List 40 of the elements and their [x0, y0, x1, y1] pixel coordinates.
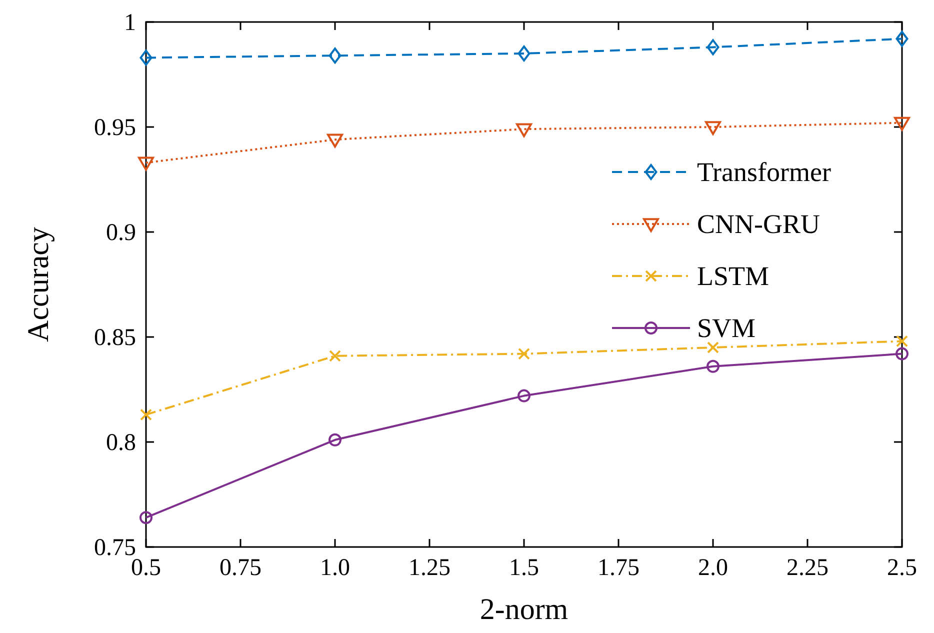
point: [329, 350, 341, 362]
point: [518, 389, 530, 402]
point: [140, 50, 152, 66]
point: [896, 30, 908, 47]
point: [140, 511, 152, 524]
x-tick-label: 1.5: [509, 555, 539, 581]
x-tick-label: 1.25: [408, 555, 450, 581]
point: [705, 121, 721, 135]
point: [518, 348, 530, 360]
point: [518, 46, 530, 62]
point: [706, 39, 720, 56]
x-axis-title: 2-norm: [480, 593, 568, 626]
x-tick-label: 2.0: [698, 555, 728, 581]
y-tick-label: 0.85: [94, 325, 136, 351]
x-tick-label: 0.75: [220, 555, 262, 581]
x-tick-label: 1.75: [598, 555, 640, 581]
legend-label: CNN-GRU: [697, 209, 820, 239]
y-tick-label: 0.9: [106, 220, 136, 246]
point: [707, 342, 719, 354]
y-axis-title: Accuracy: [22, 227, 55, 342]
point: [328, 48, 342, 64]
point: [896, 347, 908, 360]
x-tick-label: 0.5: [131, 555, 161, 581]
x-tick-label: 2.25: [786, 555, 828, 581]
point: [516, 123, 532, 138]
point: [894, 116, 910, 131]
point: [327, 134, 343, 148]
legend-label: Transformer: [697, 157, 831, 187]
legend-label: SVM: [697, 313, 756, 343]
y-tick-label: 0.95: [94, 115, 136, 141]
y-tick-label: 1: [124, 10, 136, 36]
point: [140, 408, 152, 421]
point: [706, 360, 720, 373]
point: [328, 433, 342, 446]
legend-label: LSTM: [697, 261, 770, 291]
y-tick-label: 0.8: [106, 430, 136, 456]
point: [138, 156, 154, 171]
point: [896, 335, 908, 348]
x-tick-label: 2.5: [887, 555, 917, 581]
x-tick-label: 1.0: [320, 555, 350, 581]
